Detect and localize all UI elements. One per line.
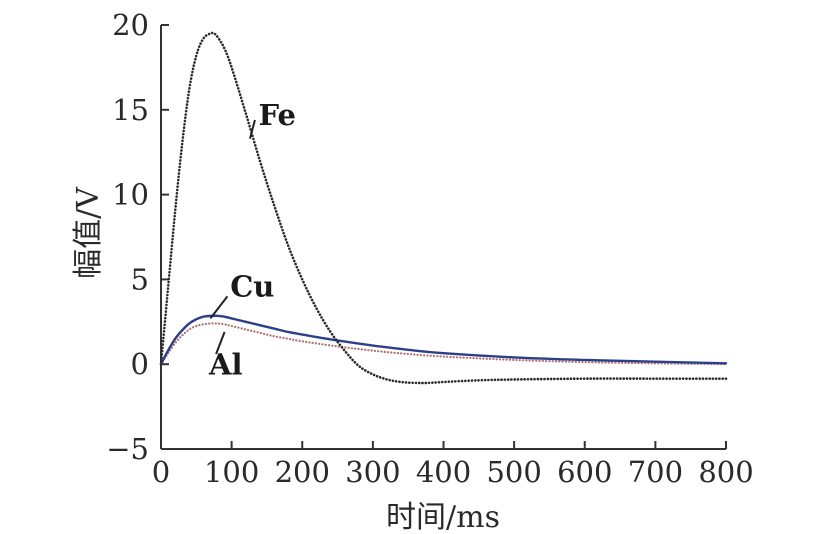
x-tick-label: 0 <box>152 455 170 489</box>
y-axis-title: 幅值/V <box>71 186 106 279</box>
y-tick-label: 10 <box>112 178 149 212</box>
x-tick-label: 100 <box>204 455 259 489</box>
series-label-al: Al <box>208 347 243 381</box>
leader-line-al <box>215 331 226 355</box>
x-tick-label: 800 <box>698 455 753 489</box>
x-tick-label: 600 <box>557 455 612 489</box>
leader-line-fe <box>249 119 256 139</box>
y-tick-label: 0 <box>131 347 149 381</box>
series-label-fe: Fe <box>258 98 295 132</box>
x-tick-label: 200 <box>275 455 330 489</box>
x-tick-label: 500 <box>486 455 541 489</box>
x-tick-label: 400 <box>416 455 471 489</box>
y-tick-label: 5 <box>131 262 149 296</box>
x-tick-label: 700 <box>628 455 683 489</box>
y-tick-label: 15 <box>112 93 149 127</box>
annotation-layer: Fe Cu Al <box>208 98 296 381</box>
series-layer <box>159 31 728 385</box>
y-tick-label: −5 <box>106 432 149 466</box>
y-tick-label: 20 <box>112 8 149 42</box>
series-line-fe <box>159 31 728 385</box>
x-tick-label: 300 <box>345 455 400 489</box>
series-line-al <box>159 322 728 366</box>
series-label-cu: Cu <box>230 269 274 303</box>
series-line-cu <box>159 314 728 366</box>
leader-line-cu <box>209 295 229 320</box>
x-axis-title: 时间/ms <box>386 500 500 534</box>
